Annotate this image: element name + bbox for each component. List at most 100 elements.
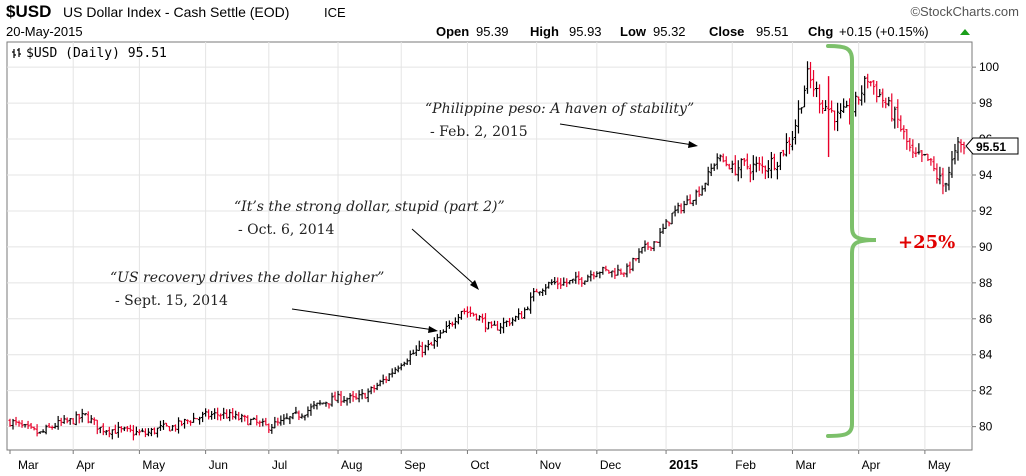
price-bar — [35, 424, 39, 437]
price-bar — [742, 158, 746, 166]
price-bar — [38, 431, 42, 435]
price-bar — [802, 85, 807, 108]
price-bar — [201, 411, 205, 423]
price-bar — [483, 313, 488, 333]
price-bar — [321, 402, 325, 405]
price-bar — [345, 397, 349, 406]
x-tick-label: Jul — [272, 458, 287, 472]
open-value: 95.39 — [476, 24, 509, 39]
close-label: Close — [709, 24, 744, 39]
price-bar — [866, 73, 870, 89]
price-bar — [246, 415, 250, 426]
price-bar — [411, 349, 415, 355]
price-bar — [327, 403, 331, 409]
annotation-arrow — [559, 123, 694, 146]
x-tick-label: Aug — [341, 458, 362, 472]
price-bar — [294, 406, 298, 415]
chg-value: +0.15 (+0.15%) — [839, 24, 929, 39]
price-bar — [682, 200, 686, 214]
price-bar — [574, 271, 578, 284]
price-bar — [17, 420, 21, 427]
price-bar — [634, 258, 638, 262]
price-bar — [288, 416, 292, 425]
price-bar — [872, 80, 876, 95]
brand-credit: ©StockCharts.com — [910, 4, 1019, 19]
price-bar — [399, 363, 403, 371]
price-bar — [459, 310, 464, 320]
price-bar — [441, 329, 445, 334]
price-bar — [781, 149, 786, 157]
annotation-quote: “Philippine peso: A haven of stability” — [425, 101, 694, 117]
price-bar — [92, 417, 96, 425]
price-bar — [234, 410, 238, 420]
price-bar — [243, 414, 247, 422]
last-value-box — [965, 137, 1019, 155]
price-bar — [384, 376, 388, 384]
x-tick-label: Feb — [735, 458, 756, 472]
annotation-oct-2014: “It’s the strong dollar, stupid (part 2)… — [234, 199, 505, 290]
price-bar — [685, 195, 689, 206]
price-bar — [529, 292, 533, 314]
price-bar — [143, 428, 148, 438]
price-bar — [589, 270, 593, 282]
price-bar — [577, 271, 581, 285]
price-bar — [20, 420, 24, 428]
price-bar — [375, 382, 379, 391]
price-bar — [571, 278, 575, 284]
low-label: Low — [620, 24, 647, 39]
price-bar — [709, 163, 713, 177]
high-label: High — [530, 24, 559, 39]
price-bar — [65, 417, 69, 424]
x-tick-label: Apr — [862, 458, 881, 472]
price-bar — [622, 272, 626, 277]
price-bar — [155, 427, 160, 438]
price-bar — [312, 401, 316, 410]
price-bar — [107, 426, 111, 438]
price-bar — [607, 269, 611, 274]
price-bar — [435, 333, 439, 347]
price-bar — [276, 417, 280, 426]
price-bar — [875, 80, 879, 103]
price-bar — [956, 136, 960, 161]
price-bar — [793, 119, 798, 145]
price-bar — [745, 153, 749, 170]
price-bar — [836, 102, 840, 132]
price-bar — [471, 312, 476, 317]
price-bar — [908, 137, 912, 152]
price-bar — [501, 317, 506, 334]
price-bar — [790, 130, 795, 151]
price-bar — [348, 393, 352, 404]
price-bar — [44, 424, 48, 435]
price-bar — [697, 186, 701, 197]
price-bar — [131, 425, 135, 441]
price-bar — [231, 408, 235, 420]
price-bar — [796, 100, 801, 134]
price-bar — [462, 308, 467, 315]
exchange: ICE — [324, 5, 346, 20]
price-bar — [14, 416, 18, 426]
price-bar — [222, 407, 226, 420]
price-bar — [751, 155, 755, 181]
price-bar — [854, 91, 858, 117]
price-bar — [814, 81, 819, 98]
price-bar — [432, 337, 436, 349]
price-bar — [652, 241, 656, 252]
price-bar — [252, 417, 256, 420]
price-bar — [553, 277, 557, 285]
price-bar — [616, 264, 620, 276]
x-tick-label: 2015 — [669, 457, 698, 472]
price-bar — [691, 199, 695, 207]
price-bar — [811, 70, 816, 97]
price-bar — [733, 155, 737, 176]
price-bar — [273, 416, 277, 429]
price-bar — [941, 167, 945, 195]
price-bar — [820, 100, 825, 114]
price-bar — [315, 402, 319, 410]
price-bar — [929, 158, 933, 166]
price-bar — [405, 358, 409, 365]
y-tick-label: 82 — [979, 384, 993, 398]
annotation-feb-2015: “Philippine peso: A haven of stability” … — [425, 101, 698, 148]
price-bar — [842, 98, 846, 113]
price-bar — [152, 427, 157, 435]
price-bar — [167, 426, 172, 432]
